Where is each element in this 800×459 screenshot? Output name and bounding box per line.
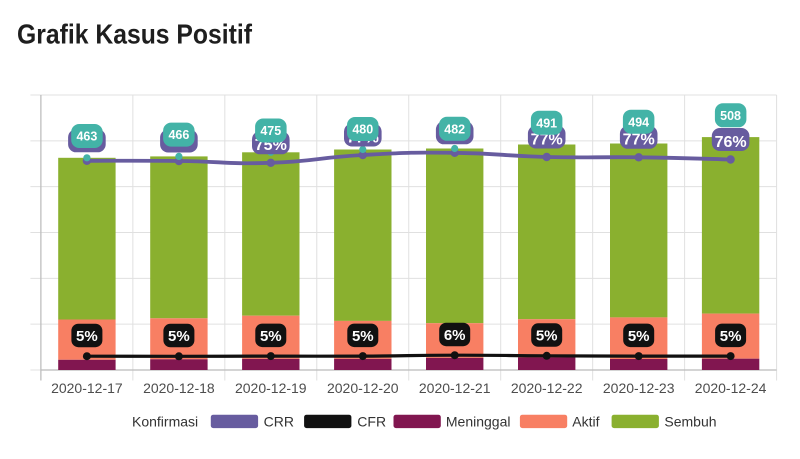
svg-text:2020-12-19: 2020-12-19 [235,380,307,396]
svg-text:5%: 5% [168,328,190,345]
svg-text:Grafik Kasus Positif: Grafik Kasus Positif [17,19,253,50]
svg-text:463: 463 [76,130,97,144]
svg-text:CRR: CRR [264,414,294,430]
svg-text:475: 475 [260,124,281,138]
svg-text:76%: 76% [715,134,747,151]
svg-text:2020-12-22: 2020-12-22 [511,380,583,396]
svg-text:CFR: CFR [357,414,386,430]
svg-text:2020-12-24: 2020-12-24 [695,380,767,396]
svg-text:2020-12-23: 2020-12-23 [603,380,675,396]
svg-text:466: 466 [168,128,189,142]
svg-text:2020-12-18: 2020-12-18 [143,380,215,396]
svg-text:491: 491 [536,116,557,130]
svg-text:2020-12-20: 2020-12-20 [327,380,399,396]
svg-text:2020-12-17: 2020-12-17 [51,380,123,396]
svg-text:Aktif: Aktif [572,414,599,430]
svg-text:6%: 6% [444,327,466,344]
svg-text:5%: 5% [628,328,650,345]
svg-text:77%: 77% [623,132,655,149]
svg-text:2020-12-21: 2020-12-21 [419,380,491,396]
svg-text:5%: 5% [260,328,282,345]
svg-text:480: 480 [352,123,373,137]
svg-text:5%: 5% [536,327,558,344]
svg-text:482: 482 [444,122,465,136]
svg-text:5%: 5% [352,328,374,345]
svg-text:5%: 5% [720,328,742,345]
svg-text:5%: 5% [76,328,98,345]
svg-text:77%: 77% [531,131,563,148]
svg-text:508: 508 [720,109,741,123]
svg-text:Konfirmasi: Konfirmasi [132,414,198,430]
svg-text:Sembuh: Sembuh [664,414,716,430]
svg-text:494: 494 [628,115,649,129]
svg-text:Meninggal: Meninggal [446,414,511,430]
